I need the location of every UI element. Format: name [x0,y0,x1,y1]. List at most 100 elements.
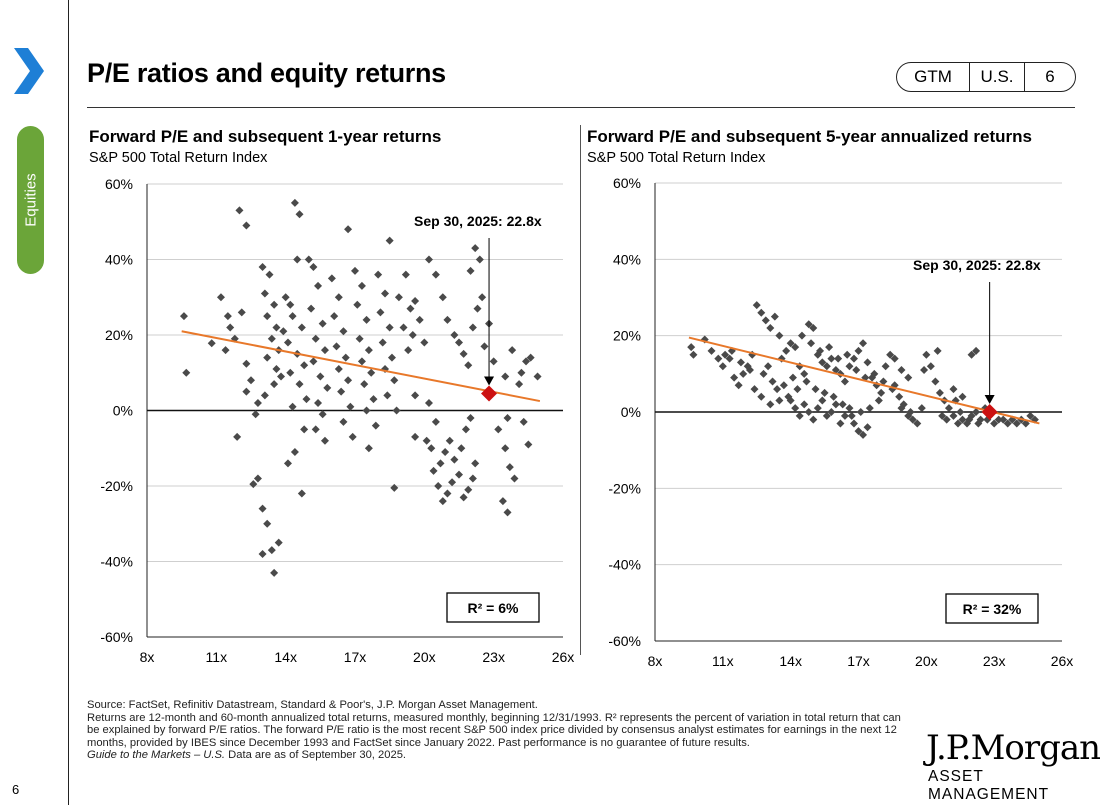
data-point [775,396,784,405]
data-point [226,323,235,332]
data-point [908,415,917,424]
data-point [721,350,730,359]
data-point [750,385,759,394]
data-point [827,408,836,416]
data-point [863,358,872,367]
data-point [999,415,1008,424]
data-point [334,293,343,302]
data-point [515,380,524,389]
data-point [314,398,323,407]
data-point [374,270,383,279]
data-point [283,338,292,347]
y-tick-label: -20% [608,480,641,496]
data-point [411,391,420,400]
data-point [270,568,279,577]
y-tick-label: 0% [621,404,641,420]
data-point [272,323,281,332]
data-point [381,289,390,298]
data-point [369,395,378,404]
data-point [235,206,244,215]
data-point [825,343,834,352]
data-point [791,404,800,413]
data-point [926,362,935,371]
data-point [311,425,320,434]
data-point [387,353,396,362]
data-point [757,392,766,401]
data-point [424,398,433,407]
data-point [468,474,477,483]
data-point [958,392,967,401]
data-point [408,331,417,339]
data-point [759,369,768,378]
data-point [364,444,373,453]
data-point [258,263,267,272]
data-point [288,312,297,321]
data-point [341,353,350,362]
chart2-title: Forward P/E and subsequent 5-year annual… [587,127,1032,146]
data-point [505,463,514,472]
y-tick-label: -40% [608,557,641,573]
data-point [242,221,251,230]
data-point [475,255,484,264]
data-point [865,404,874,413]
y-tick-label: 0% [113,403,133,419]
data-point [859,430,868,439]
annotation-label: Sep 30, 2025: 22.8x [913,257,1041,273]
data-point [779,381,788,390]
data-point [357,281,366,290]
data-point [288,402,297,411]
chart-1: 60% 40% 20% 0% -20% -40% -60% 8x 11x 14x 17x 20x 23x… [100,176,574,665]
data-point [376,308,385,317]
data-point [786,339,795,348]
data-point [309,263,318,272]
data-point [533,372,542,381]
data-point [404,346,413,355]
data-point [849,419,858,428]
current-point [981,404,998,420]
x-tick-label: 17x [847,653,870,669]
data-point [974,419,983,428]
chart1-title: Forward P/E and subsequent 1-year return… [89,127,442,146]
data-point [804,408,813,416]
data-point [827,354,836,363]
data-point [838,400,847,409]
data-point [286,300,295,309]
data-point [522,357,531,366]
data-point [471,244,480,253]
data-point [752,301,761,310]
data-point [494,425,503,434]
data-point [854,346,863,355]
data-point [967,350,976,359]
data-point [339,327,348,336]
chart-2: 60% 40% 20% 0% -20% -40% -60% 8x 11x 14x 17x 20x 23x… [608,175,1073,669]
x-tick-label: 8x [140,649,155,665]
data-point [295,210,304,219]
footnote-gtm: Guide to the Markets – U.S. [87,749,226,762]
jpmorgan-logo: J.P.Morgan [926,728,1100,768]
data-point [429,466,438,475]
data-point [931,377,940,386]
data-point [831,400,840,409]
data-point [480,342,489,351]
data-point [524,440,533,449]
data-point [687,343,696,352]
data-point [258,549,267,558]
data-point [320,436,329,445]
data-point [895,392,904,401]
data-point [344,376,353,385]
y-tick-label: -20% [100,478,133,494]
data-point [1012,419,1021,428]
data-point [718,362,727,371]
chevron-right-icon[interactable] [12,46,46,96]
data-point [283,459,292,468]
section-tab[interactable]: Equities [17,126,44,274]
data-point [411,297,420,306]
x-tick-label: 23x [482,649,505,665]
data-point [800,369,809,378]
gtm-badge: GTM U.S. 6 [896,62,1076,92]
data-point [300,425,309,434]
data-point [251,410,260,419]
y-tick-label: 20% [613,328,641,344]
data-point [406,304,415,313]
